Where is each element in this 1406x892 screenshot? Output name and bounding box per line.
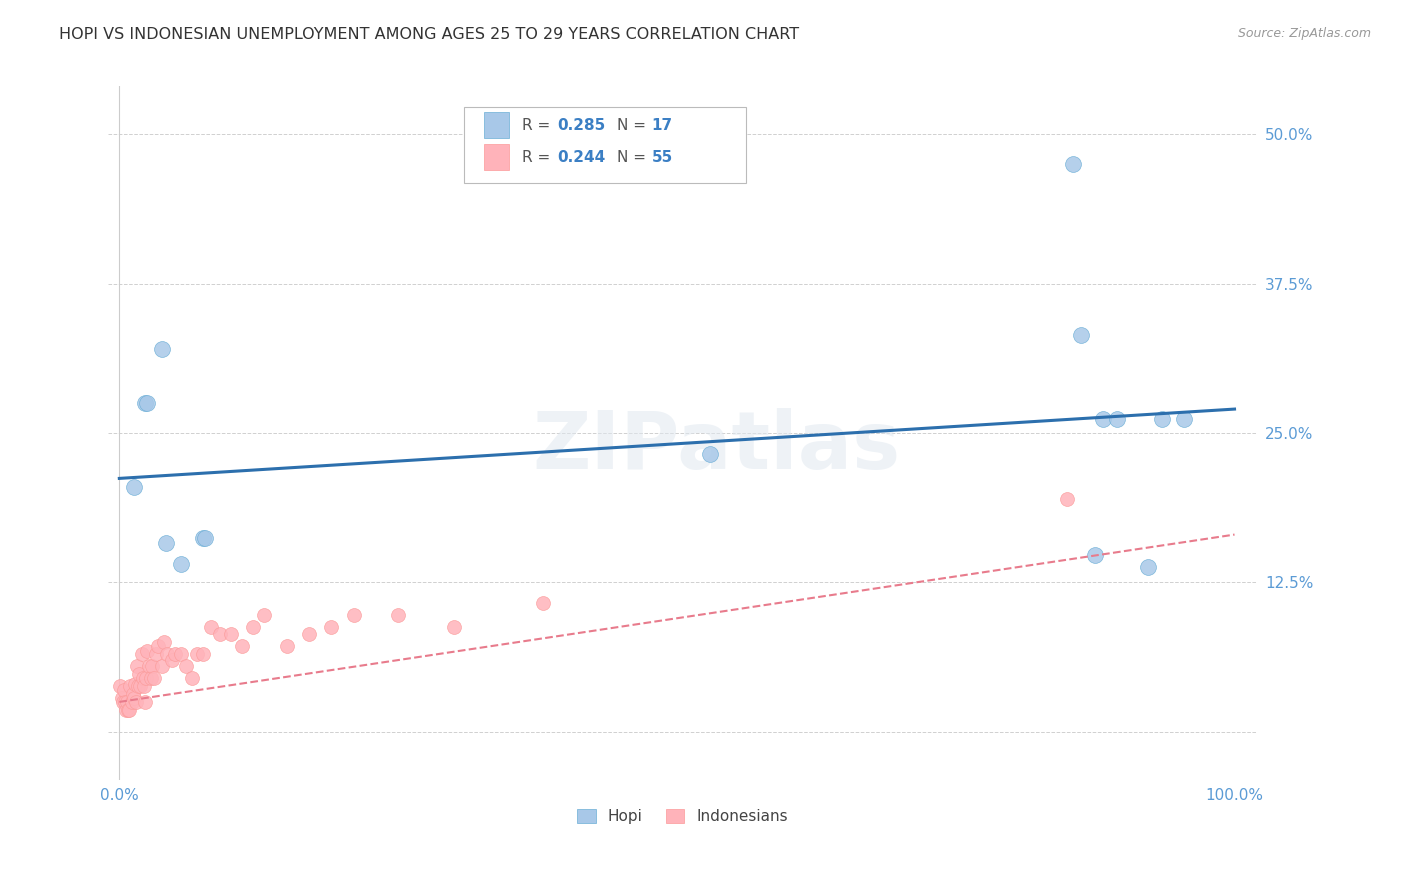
Text: HOPI VS INDONESIAN UNEMPLOYMENT AMONG AGES 25 TO 29 YEARS CORRELATION CHART: HOPI VS INDONESIAN UNEMPLOYMENT AMONG AG…	[59, 27, 799, 42]
Point	[242, 619, 264, 633]
FancyBboxPatch shape	[484, 144, 509, 170]
Point	[136, 396, 159, 410]
Point	[138, 659, 160, 673]
Point	[131, 647, 153, 661]
Point	[115, 695, 138, 709]
Point	[253, 607, 276, 622]
FancyBboxPatch shape	[484, 112, 509, 138]
Point	[156, 647, 179, 661]
Point	[387, 607, 409, 622]
Point	[142, 671, 165, 685]
Point	[219, 627, 242, 641]
Point	[122, 480, 145, 494]
Point	[191, 531, 214, 545]
Point	[321, 619, 343, 633]
Point	[114, 695, 136, 709]
Point	[153, 635, 176, 649]
Point	[169, 558, 191, 572]
Point	[194, 531, 217, 545]
Point	[122, 691, 145, 706]
Point	[276, 639, 298, 653]
Point	[118, 703, 141, 717]
Point	[129, 679, 152, 693]
Point	[128, 667, 150, 681]
Point	[165, 647, 187, 661]
Point	[134, 396, 156, 410]
Point	[1084, 548, 1107, 562]
Point	[141, 659, 163, 673]
Point	[200, 619, 222, 633]
Point	[1150, 411, 1173, 425]
Text: R =: R =	[522, 118, 555, 133]
Text: 55: 55	[651, 150, 672, 164]
FancyBboxPatch shape	[464, 107, 745, 184]
Point	[121, 695, 143, 709]
Text: Source: ZipAtlas.com: Source: ZipAtlas.com	[1237, 27, 1371, 40]
Point	[1056, 491, 1078, 506]
Point	[148, 639, 170, 653]
Point	[150, 659, 173, 673]
Point	[231, 639, 253, 653]
Point	[134, 695, 156, 709]
Point	[132, 679, 155, 693]
Point	[117, 703, 139, 717]
Point	[110, 679, 132, 693]
Point	[125, 695, 148, 709]
Point	[1136, 559, 1159, 574]
Point	[120, 679, 142, 693]
Point	[531, 596, 554, 610]
Point	[180, 671, 202, 685]
Point	[191, 647, 214, 661]
Text: R =: R =	[522, 150, 555, 164]
Point	[135, 671, 157, 685]
Point	[1107, 411, 1129, 425]
Point	[443, 619, 465, 633]
Point	[136, 643, 159, 657]
Point	[342, 607, 364, 622]
Legend: Hopi, Indonesians: Hopi, Indonesians	[578, 809, 787, 824]
Text: 0.244: 0.244	[557, 150, 606, 164]
Point	[127, 659, 149, 673]
Point	[132, 671, 155, 685]
Point	[1070, 328, 1092, 343]
Point	[169, 647, 191, 661]
Point	[111, 695, 134, 709]
Point	[298, 627, 321, 641]
Point	[1173, 411, 1195, 425]
Text: N =: N =	[617, 118, 651, 133]
Point	[145, 647, 167, 661]
Text: 0.285: 0.285	[557, 118, 606, 133]
Point	[121, 687, 143, 701]
Point	[124, 677, 146, 691]
Point	[110, 691, 132, 706]
Text: ZIPatlas: ZIPatlas	[533, 408, 901, 486]
Point	[1062, 157, 1084, 171]
Point	[186, 647, 208, 661]
Point	[112, 683, 135, 698]
Point	[127, 679, 149, 693]
Point	[115, 703, 138, 717]
Text: N =: N =	[617, 150, 651, 164]
Point	[174, 659, 197, 673]
Point	[208, 627, 231, 641]
Point	[699, 448, 721, 462]
Point	[139, 671, 162, 685]
Point	[1091, 411, 1114, 425]
Text: 17: 17	[651, 118, 672, 133]
Point	[160, 653, 183, 667]
Point	[150, 343, 173, 357]
Point	[155, 536, 177, 550]
